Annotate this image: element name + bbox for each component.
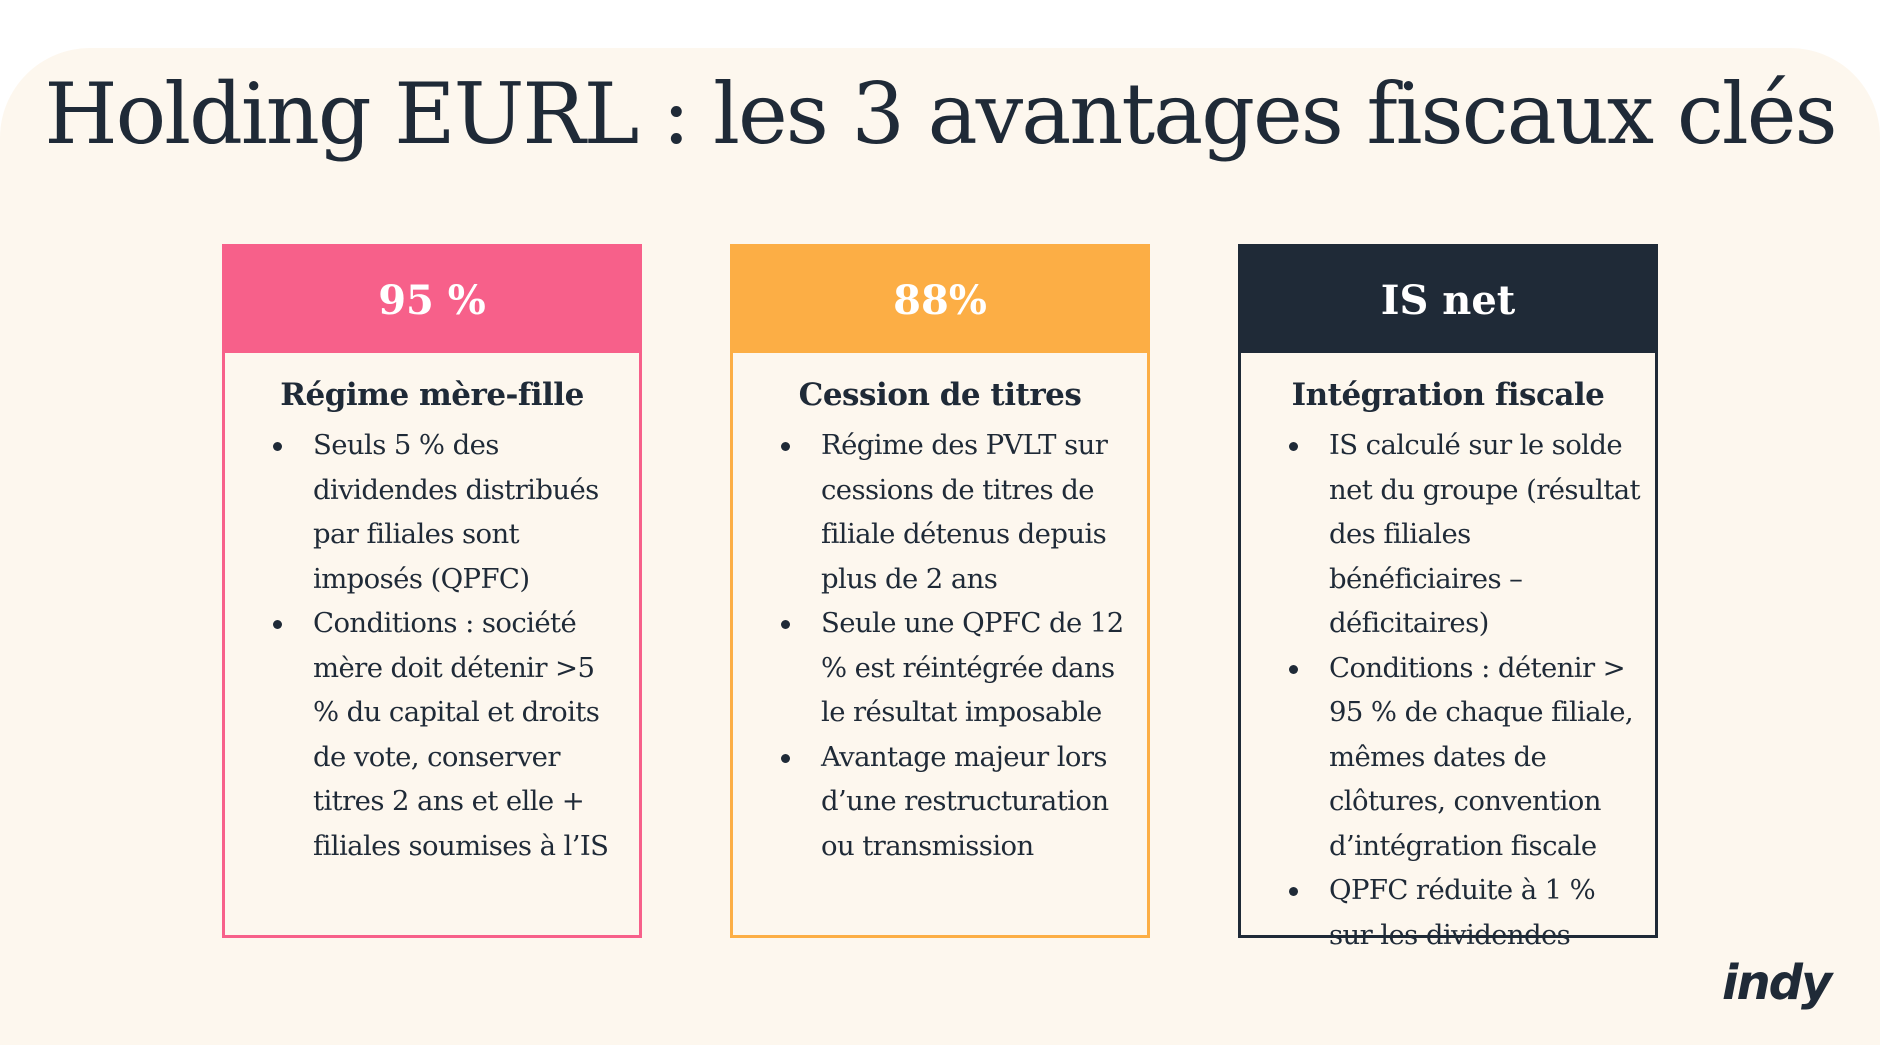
card-regime-mere-fille: 95 % Régime mère-fille Seuls 5 % des div… [222, 244, 642, 938]
list-item: Conditions : société mère doit détenir >… [273, 601, 625, 868]
list-item: Avantage majeur lors d’une restructurati… [781, 735, 1133, 869]
card-header-badge: 88% [733, 247, 1147, 353]
bullet-icon [273, 620, 282, 629]
bullet-icon [781, 442, 790, 451]
bullet-text: Avantage majeur lors d’une restructurati… [821, 740, 1109, 862]
bullet-icon [1289, 664, 1298, 674]
card-title: Intégration fiscale [1291, 377, 1605, 413]
card-header-badge: 95 % [225, 247, 639, 353]
card-header-badge: IS net [1241, 247, 1655, 353]
bullet-icon [273, 442, 282, 451]
bullet-list: Seuls 5 % des dividendes distribués par … [225, 423, 639, 868]
list-item: Conditions : détenir > 95 % de chaque fi… [1289, 646, 1641, 869]
list-item: Seuls 5 % des dividendes distribués par … [273, 423, 625, 601]
card-cession-de-titres: 88% Cession de titres Régime des PVLT su… [730, 244, 1150, 938]
card-integration-fiscale: IS net Intégration fiscale IS calculé su… [1238, 244, 1658, 951]
bullet-text: IS calculé sur le solde net du groupe (r… [1329, 429, 1641, 639]
bullet-list: IS calculé sur le solde net du groupe (r… [1241, 423, 1655, 957]
page-title: Holding EURL : les 3 avantages fiscaux c… [44, 65, 1837, 163]
list-item: IS calculé sur le solde net du groupe (r… [1289, 423, 1641, 646]
bullet-text: Seuls 5 % des dividendes distribués par … [313, 429, 599, 595]
bullet-icon [1289, 887, 1298, 896]
bullet-icon [781, 620, 790, 629]
bullet-list: Régime des PVLT sur cessions de titres d… [733, 423, 1147, 868]
list-item: Seule une QPFC de 12 % est réintégrée da… [781, 601, 1133, 735]
bullet-icon [1289, 442, 1298, 451]
list-item: Régime des PVLT sur cessions de titres d… [781, 423, 1133, 601]
list-item: QPFC réduite à 1 % sur les dividendes [1289, 868, 1641, 957]
bullet-text: Conditions : détenir > 95 % de chaque fi… [1329, 651, 1634, 862]
bullet-text: Conditions : société mère doit détenir >… [313, 607, 609, 862]
bullet-icon [781, 753, 790, 763]
indy-logo: indy [1722, 955, 1832, 1011]
card-title: Régime mère-fille [280, 377, 584, 413]
card-title: Cession de titres [798, 377, 1082, 413]
bullet-text: Seule une QPFC de 12 % est réintégrée da… [821, 607, 1124, 728]
bullet-text: QPFC réduite à 1 % sur les dividendes [1329, 874, 1596, 951]
bullet-text: Régime des PVLT sur cessions de titres d… [821, 429, 1108, 595]
